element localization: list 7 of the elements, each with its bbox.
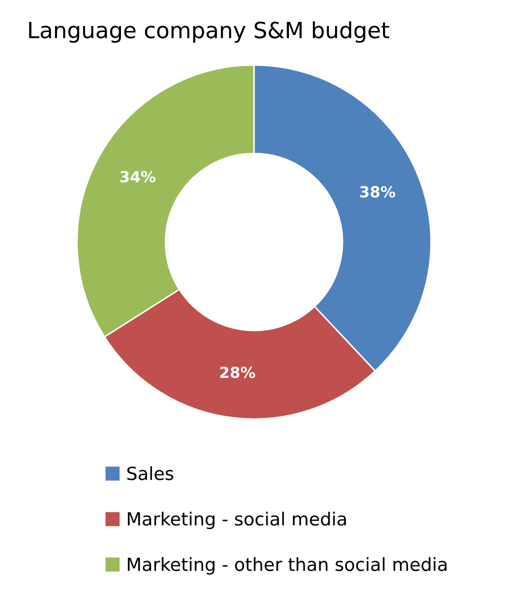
data-label: 34% (120, 170, 156, 182)
chart-title: Language company S&M budget (29, 21, 390, 43)
data-label: 38% (360, 186, 396, 198)
legend-label: Marketing - other than social media (128, 557, 447, 575)
legend-label: Marketing - social media (128, 512, 346, 530)
legend-label: Sales (127, 466, 174, 480)
data-label: 28% (220, 366, 256, 378)
